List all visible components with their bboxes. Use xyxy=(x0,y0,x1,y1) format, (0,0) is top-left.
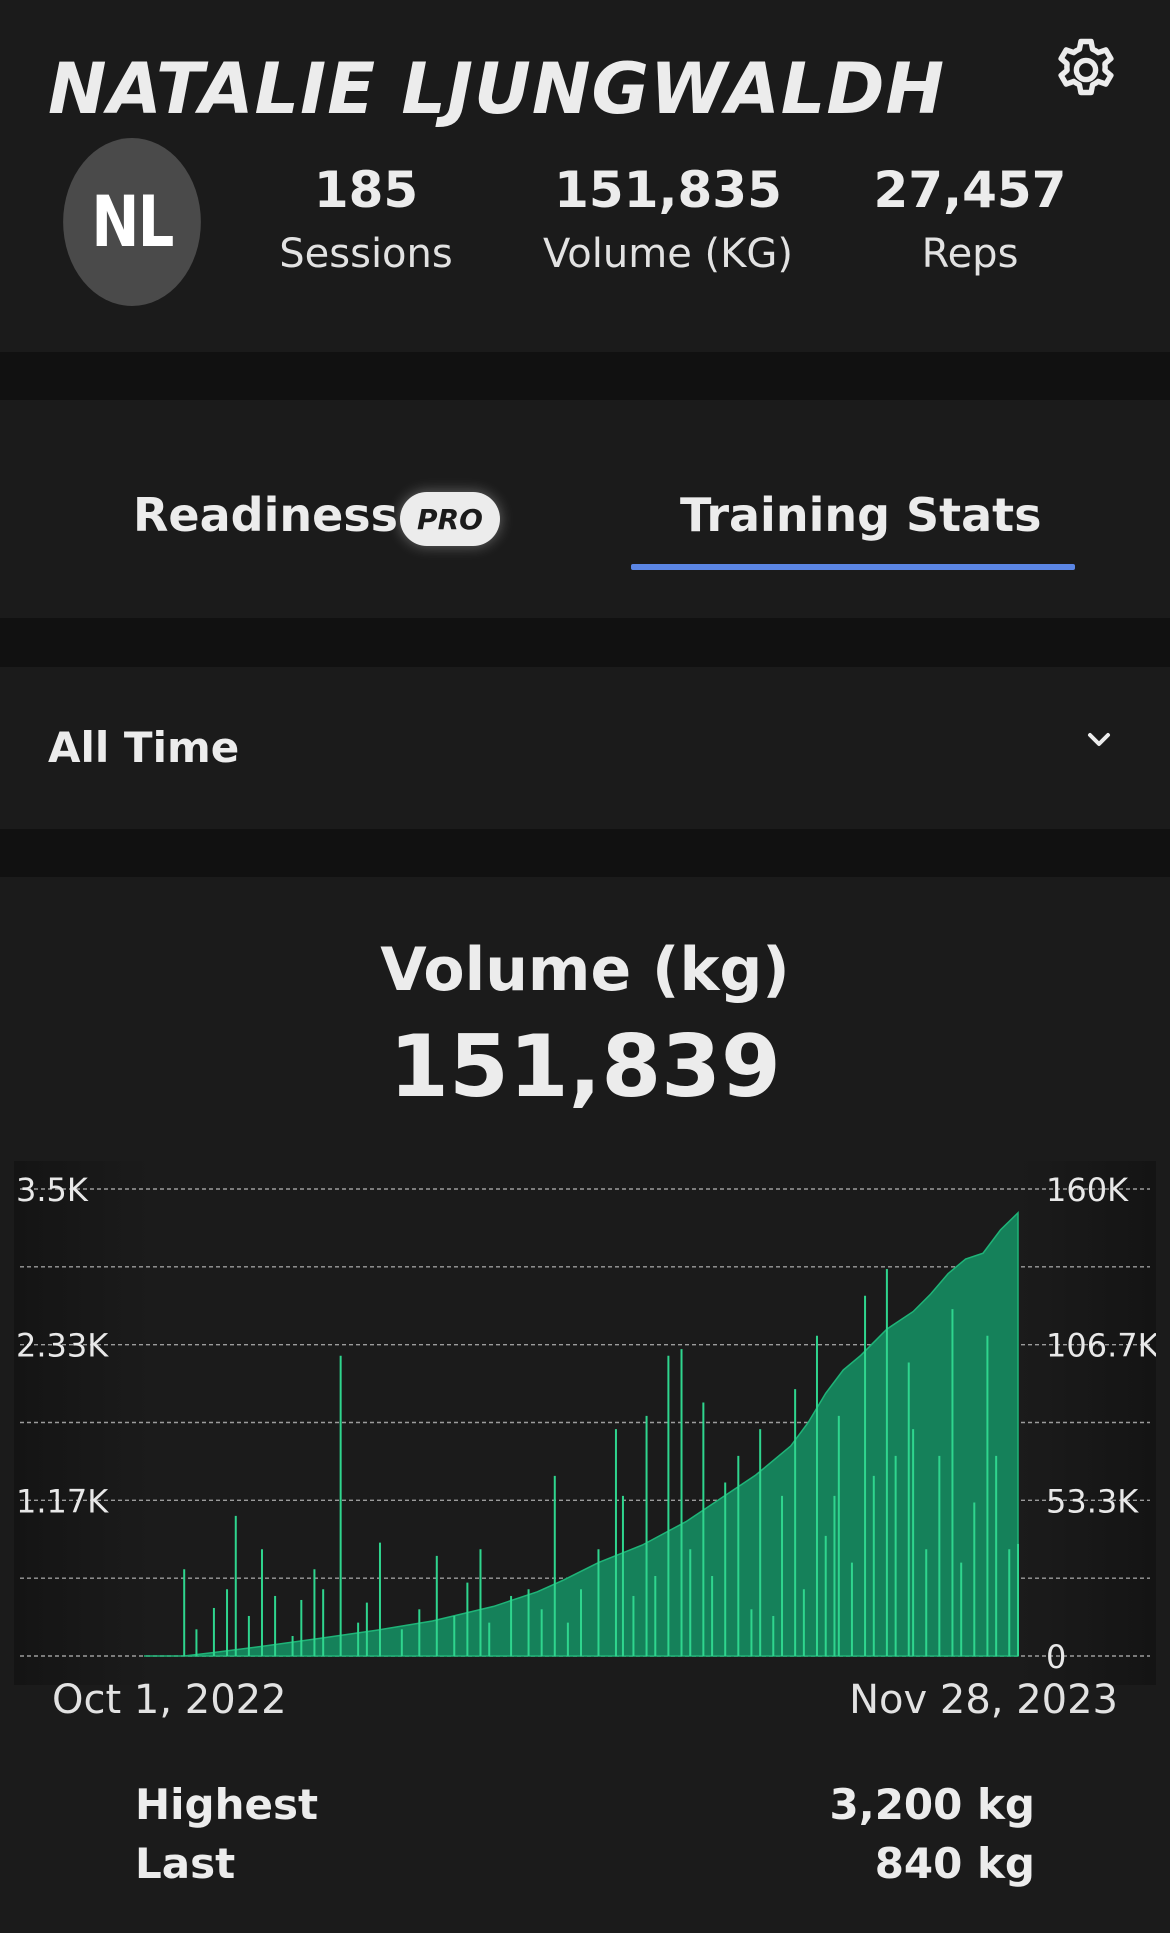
tab-training-stats[interactable]: Training Stats xyxy=(680,488,1042,542)
left-axis-tick: 3.5K xyxy=(16,1171,89,1209)
summary-label: Highest xyxy=(135,1780,319,1829)
profile-name: NATALIE LJUNGWALDH xyxy=(48,48,946,130)
stat-value: 27,457 xyxy=(873,161,1067,219)
cumulative-area xyxy=(144,1211,1019,1657)
session-bars xyxy=(183,1269,1019,1656)
stat-sessions: 185 Sessions xyxy=(206,160,526,282)
cumulative-area-shape xyxy=(144,1211,1019,1657)
left-axis-tick: 1.17K xyxy=(16,1482,109,1520)
profile-header: NATALIE LJUNGWALDH NL 185 Sessions 151,8… xyxy=(0,0,1170,352)
x-axis-start-label: Oct 1, 2022 xyxy=(52,1677,287,1723)
right-axis-tick: 160K xyxy=(1046,1171,1129,1209)
summary-last: Last 840 kg xyxy=(135,1839,1035,1888)
summary-value: 840 kg xyxy=(874,1839,1035,1888)
volume-total: 151,839 xyxy=(389,1017,781,1117)
avatar[interactable]: NL xyxy=(63,138,201,306)
summary-value: 3,200 kg xyxy=(829,1780,1035,1829)
summary-label: Last xyxy=(135,1839,236,1888)
right-axis-tick: 53.3K xyxy=(1046,1482,1139,1520)
x-axis-end-label: Nov 28, 2023 xyxy=(849,1677,1118,1723)
right-axis-tick: 106.7K xyxy=(1046,1327,1156,1365)
stat-label: Reps xyxy=(921,231,1019,277)
stat-label: Volume (KG) xyxy=(543,231,793,277)
active-tab-indicator xyxy=(631,564,1075,570)
tab-bar: Readiness PRO Training Stats xyxy=(0,400,1170,618)
stat-value: 151,835 xyxy=(554,161,782,219)
stat-reps: 27,457 Reps xyxy=(810,160,1130,282)
pro-badge: PRO xyxy=(400,492,500,546)
chevron-down-icon[interactable] xyxy=(1084,728,1114,752)
summary-highest: Highest 3,200 kg xyxy=(135,1780,1035,1829)
stat-volume: 151,835 Volume (KG) xyxy=(508,160,828,282)
axis-ticks: 3.5K 2.33K 1.17K 160K 106.7K 53.3K 0 xyxy=(16,1171,1156,1676)
time-range-dropdown[interactable]: All Time xyxy=(0,667,1170,829)
gear-icon[interactable] xyxy=(1050,34,1122,106)
stat-value: 185 xyxy=(313,161,419,219)
left-axis-tick: 2.33K xyxy=(16,1327,109,1365)
volume-panel: Volume (kg) 151,839 3.5K 2.33K 1.17K 160K 10… xyxy=(0,877,1170,1933)
right-axis-tick: 0 xyxy=(1046,1638,1066,1676)
volume-title: Volume (kg) xyxy=(380,935,790,1005)
time-range-value: All Time xyxy=(48,723,240,772)
volume-chart[interactable]: 3.5K 2.33K 1.17K 160K 106.7K 53.3K 0 xyxy=(14,1161,1156,1685)
stat-label: Sessions xyxy=(279,231,453,277)
tab-readiness[interactable]: Readiness xyxy=(133,488,399,542)
